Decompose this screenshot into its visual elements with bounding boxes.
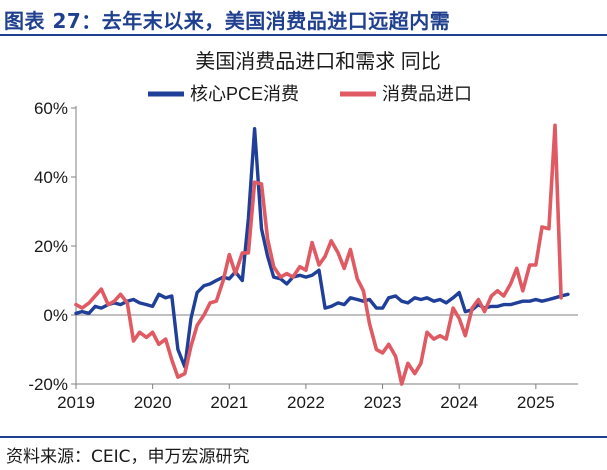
y-tick-label: 40% (34, 168, 68, 187)
series-layer (74, 123, 570, 386)
line-chart: 美国消费品进口和需求 同比 核心PCE消费 消费品进口 -20% 0% 20% 40% 6… (28, 50, 578, 412)
legend-label: 消费品进口 (382, 84, 472, 104)
y-tick-label: 0% (43, 306, 68, 325)
source-text: 资料来源：CEIC，申万宏源研究 (6, 447, 250, 467)
x-tick-label: 2022 (287, 393, 325, 412)
x-tick-label: 2019 (57, 393, 95, 412)
y-tick-label: 20% (34, 237, 68, 256)
x-tick-label: 2023 (364, 393, 402, 412)
legend-label: 核心PCE消费 (190, 84, 299, 104)
x-tick-label: 2021 (210, 393, 248, 412)
source-footer: 资料来源：CEIC，申万宏源研究 (0, 436, 607, 470)
chart-title: 美国消费品进口和需求 同比 (195, 50, 441, 73)
legend: 核心PCE消费 消费品进口 (148, 84, 472, 104)
x-tick-label: 2024 (440, 393, 478, 412)
x-tick-label: 2020 (134, 393, 172, 412)
series-line-consumer-imports (74, 123, 563, 386)
chart-container: 美国消费品进口和需求 同比 核心PCE消费 消费品进口 -20% 0% 20% 40% 6… (0, 38, 607, 430)
figure-title: 图表 27：去年末以来，美国消费品进口远超内需 (4, 9, 451, 33)
axes: -20% 0% 20% 40% 60% 2019 2020 2021 2022 2023 2024 2… (28, 99, 578, 412)
y-tick-label: 60% (34, 99, 68, 118)
y-tick-label: -20% (28, 375, 68, 394)
x-tick-label: 2025 (517, 393, 555, 412)
figure-header: 图表 27：去年末以来，美国消费品进口远超内需 (0, 0, 607, 36)
series-line-core-pce (74, 126, 570, 369)
